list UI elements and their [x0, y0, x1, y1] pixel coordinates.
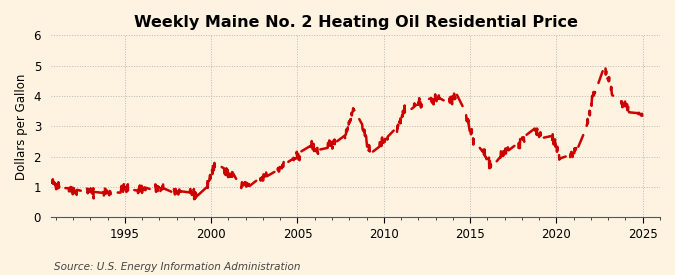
- Text: Source: U.S. Energy Information Administration: Source: U.S. Energy Information Administ…: [54, 262, 300, 272]
- Y-axis label: Dollars per Gallon: Dollars per Gallon: [15, 73, 28, 180]
- Title: Weekly Maine No. 2 Heating Oil Residential Price: Weekly Maine No. 2 Heating Oil Residenti…: [134, 15, 578, 30]
